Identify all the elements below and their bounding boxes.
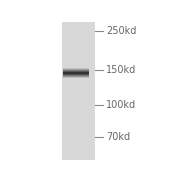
Bar bbox=[62, 22, 95, 160]
Text: 250kd: 250kd bbox=[106, 26, 137, 36]
Text: 100kd: 100kd bbox=[106, 100, 136, 110]
Text: 70kd: 70kd bbox=[106, 132, 130, 142]
Text: 150kd: 150kd bbox=[106, 65, 136, 75]
